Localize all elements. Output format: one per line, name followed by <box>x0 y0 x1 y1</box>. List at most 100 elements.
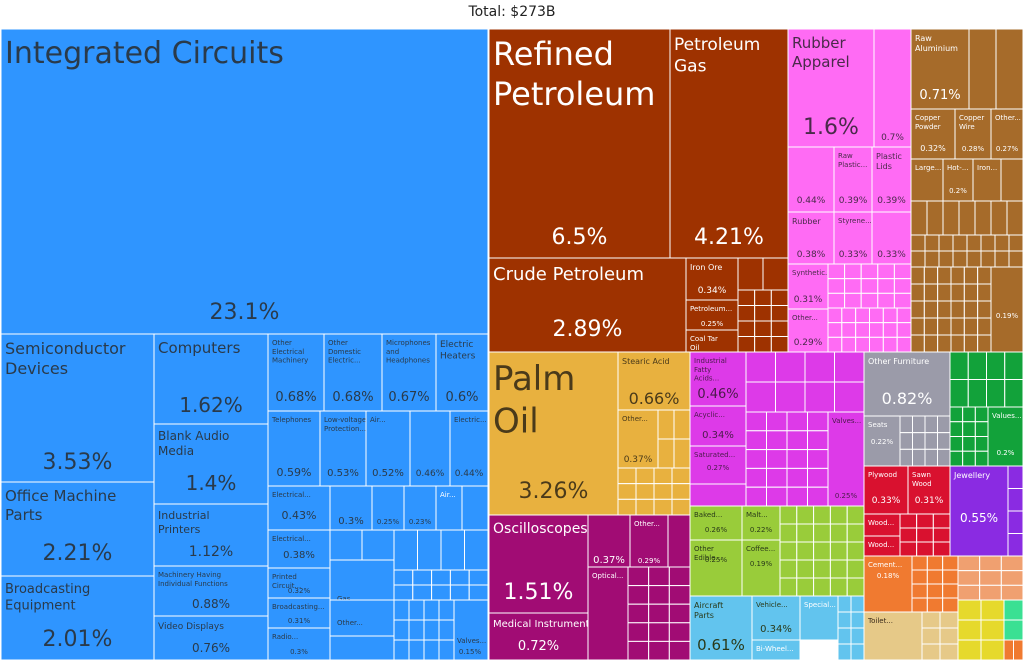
treemap-cell-small[interactable] <box>911 597 928 613</box>
treemap-cell-small[interactable] <box>1004 351 1024 380</box>
treemap-cell-small[interactable] <box>937 334 952 353</box>
treemap-cell-small[interactable] <box>846 559 865 579</box>
treemap-cell-small[interactable] <box>923 317 939 336</box>
treemap-cell[interactable] <box>587 566 629 661</box>
treemap-cell[interactable] <box>942 158 974 202</box>
treemap-cell-small[interactable] <box>804 381 835 413</box>
treemap-cell-small[interactable] <box>754 305 772 322</box>
treemap-cell-small[interactable] <box>844 263 862 280</box>
treemap-cell-small[interactable] <box>648 585 670 605</box>
treemap-cell-small[interactable] <box>899 513 918 529</box>
treemap-cell-small[interactable] <box>949 379 969 408</box>
treemap-cell-small[interactable] <box>754 336 772 353</box>
treemap-cell-small[interactable] <box>937 266 952 285</box>
treemap-cell-small[interactable] <box>627 640 650 661</box>
treemap-cell-small[interactable] <box>963 334 979 353</box>
treemap-cell-small[interactable] <box>329 635 395 661</box>
treemap-cell[interactable] <box>871 146 912 213</box>
treemap-cell[interactable] <box>267 333 325 412</box>
treemap-cell-small[interactable] <box>855 336 871 353</box>
treemap-cell-small[interactable] <box>977 283 992 302</box>
treemap-cell[interactable] <box>617 409 659 469</box>
treemap-cell-small[interactable] <box>916 513 934 529</box>
treemap-cell-small[interactable] <box>980 639 1005 661</box>
treemap-cell-small[interactable] <box>910 334 925 353</box>
treemap-cell-small[interactable] <box>924 250 940 268</box>
treemap-cell-small[interactable] <box>412 584 433 601</box>
treemap-cell-small[interactable] <box>957 584 981 601</box>
treemap-cell-small[interactable] <box>912 432 926 450</box>
treemap-cell-small[interactable] <box>813 577 831 597</box>
treemap-cell-small[interactable] <box>671 467 691 485</box>
treemap-cell-small[interactable] <box>968 28 997 110</box>
treemap-cell-small[interactable] <box>1000 555 1024 572</box>
treemap-cell-small[interactable] <box>850 611 865 629</box>
treemap-cell-small[interactable] <box>786 486 808 507</box>
treemap-cell-small[interactable] <box>423 599 440 621</box>
treemap-cell[interactable] <box>799 595 839 641</box>
treemap-cell-small[interactable] <box>855 307 871 324</box>
treemap-cell-small[interactable] <box>939 611 959 629</box>
treemap-cell-small[interactable] <box>807 486 829 507</box>
treemap-cell-small[interactable] <box>910 317 925 336</box>
treemap-cell-small[interactable] <box>829 559 848 579</box>
treemap-cell[interactable] <box>741 539 781 597</box>
treemap-cell-small[interactable] <box>841 322 857 338</box>
treemap-cell-small[interactable] <box>850 627 865 645</box>
treemap-cell[interactable] <box>153 503 269 567</box>
treemap-cell[interactable] <box>488 28 671 259</box>
treemap-cell-small[interactable] <box>449 584 470 601</box>
treemap-cell-small[interactable] <box>844 292 862 309</box>
treemap-cell[interactable] <box>267 410 321 487</box>
treemap-cell[interactable] <box>689 445 747 485</box>
treemap-cell-small[interactable] <box>461 485 489 531</box>
treemap-cell-small[interactable] <box>412 569 433 586</box>
treemap-cell-small[interactable] <box>899 415 913 434</box>
treemap-cell-small[interactable] <box>860 278 879 294</box>
treemap-cell-small[interactable] <box>957 555 981 572</box>
treemap-cell-small[interactable] <box>617 498 637 516</box>
treemap-cell-small[interactable] <box>911 569 928 585</box>
treemap-cell-small[interactable] <box>464 529 489 571</box>
treemap-cell-small[interactable] <box>770 320 789 337</box>
treemap-cell-small[interactable] <box>779 559 798 579</box>
treemap-cell-small[interactable] <box>949 406 964 423</box>
treemap-cell-small[interactable] <box>766 430 788 451</box>
treemap-cell-small[interactable] <box>932 527 951 543</box>
treemap-cell-small[interactable] <box>668 566 691 587</box>
treemap-cell-small[interactable] <box>745 430 767 451</box>
treemap-cell-small[interactable] <box>617 467 637 485</box>
treemap-cell-small[interactable] <box>668 622 691 642</box>
treemap-cell-small[interactable] <box>979 570 1002 586</box>
treemap-cell-small[interactable] <box>952 250 968 268</box>
treemap-cell-small[interactable] <box>974 406 989 423</box>
treemap-cell-small[interactable] <box>869 322 884 338</box>
treemap-cell-small[interactable] <box>834 381 865 413</box>
treemap-cell[interactable] <box>435 333 489 412</box>
treemap-cell-small[interactable] <box>804 351 835 383</box>
treemap-cell-small[interactable] <box>770 336 789 353</box>
treemap-cell-small[interactable] <box>949 421 964 437</box>
treemap-cell-small[interactable] <box>775 381 806 413</box>
treemap-cell-small[interactable] <box>393 639 410 661</box>
treemap-cell-small[interactable] <box>986 379 1006 408</box>
treemap-cell-small[interactable] <box>766 449 788 469</box>
treemap-cell-small[interactable] <box>438 639 455 661</box>
treemap-cell-small[interactable] <box>860 292 879 309</box>
treemap-cell-small[interactable] <box>827 322 843 338</box>
treemap-cell-small[interactable] <box>882 322 898 338</box>
treemap-cell-small[interactable] <box>962 450 976 467</box>
treemap-cell[interactable] <box>787 28 875 148</box>
treemap-cell-small[interactable] <box>896 322 912 338</box>
treemap-cell-small[interactable] <box>896 336 912 353</box>
treemap-cell-small[interactable] <box>737 305 756 322</box>
treemap-cell-small[interactable] <box>1003 619 1024 641</box>
treemap-cell-small[interactable] <box>673 438 691 469</box>
treemap-cell[interactable] <box>267 485 331 531</box>
treemap-cell-small[interactable] <box>1000 584 1024 601</box>
treemap-cell[interactable] <box>153 423 269 505</box>
treemap-cell-small[interactable] <box>837 611 852 629</box>
treemap-cell-small[interactable] <box>841 336 857 353</box>
treemap-cell-small[interactable] <box>393 584 414 601</box>
treemap-cell-small[interactable] <box>1006 200 1024 236</box>
